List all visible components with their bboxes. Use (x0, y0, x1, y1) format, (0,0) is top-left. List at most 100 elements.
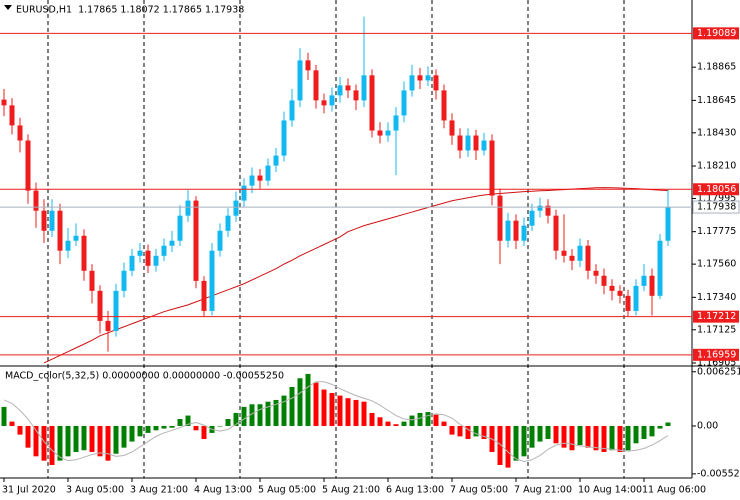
candle-body (585, 245, 591, 271)
histogram-bar (369, 412, 375, 426)
histogram-bar (385, 421, 391, 426)
histogram-bar (377, 417, 383, 426)
candle-body (41, 210, 47, 231)
candle-body (433, 75, 439, 91)
histogram-bar (241, 406, 247, 426)
candle-body (545, 205, 551, 216)
candle-body (129, 255, 135, 271)
candle-body (401, 90, 407, 116)
candle-body (65, 240, 71, 251)
candle-body (617, 290, 623, 296)
histogram-bar (25, 425, 31, 448)
candle-body (137, 250, 143, 256)
histogram-bar (593, 425, 599, 451)
y-tick-label: 1.16905 (697, 357, 736, 368)
candle-body (345, 85, 351, 91)
candle-body (217, 230, 223, 251)
candle-body (441, 90, 447, 121)
candle-body (121, 270, 127, 291)
histogram-bar (577, 425, 583, 446)
symbol-icon (4, 5, 12, 10)
histogram-bar (225, 419, 231, 426)
x-tick-label: 11 Aug 06:00 (642, 485, 706, 496)
candle-body (81, 235, 87, 271)
histogram-bar (305, 373, 311, 426)
x-tick-label: 5 Aug 21:00 (322, 485, 380, 496)
histogram-bar (97, 425, 103, 457)
candle-body (393, 115, 399, 131)
y-tick-label: 1.17340 (697, 292, 736, 303)
histogram-bar (441, 421, 447, 426)
level-box (693, 183, 739, 196)
histogram-bar (185, 415, 191, 426)
x-tick-label: 5 Aug 05:00 (258, 485, 316, 496)
histogram-bar (409, 415, 415, 426)
histogram-bar (641, 425, 647, 439)
histogram-bar (193, 425, 199, 431)
candle-body (97, 290, 103, 321)
histogram-bar (33, 425, 39, 457)
y-tick-label: 1.17775 (697, 226, 736, 237)
level-label: 1.18056 (697, 184, 736, 195)
candle-body (313, 70, 319, 101)
histogram-bar (49, 425, 55, 465)
level-box (693, 27, 739, 40)
histogram-bar (297, 378, 303, 426)
histogram-bar (9, 421, 15, 426)
signal-line (3, 381, 669, 463)
y-tick-label: 1.17560 (697, 259, 736, 270)
histogram-bar (329, 393, 335, 426)
histogram-bar (561, 425, 567, 448)
histogram-bar (425, 412, 431, 426)
candle-body (161, 245, 167, 256)
y-tick-label: 1.18645 (697, 95, 736, 106)
candle-body (265, 165, 271, 181)
histogram-bar (105, 425, 111, 461)
candle-body (641, 275, 647, 286)
histogram-bar (153, 425, 159, 431)
candle-body (417, 75, 423, 81)
level-label: 1.19089 (697, 28, 736, 39)
candle-body (353, 90, 359, 101)
candle-body (505, 220, 511, 241)
histogram-bar (465, 425, 471, 439)
candle-body (361, 75, 367, 101)
histogram-bar (361, 401, 367, 426)
histogram-bar (545, 425, 551, 439)
histogram-bar (353, 399, 359, 426)
candle-body (513, 220, 519, 241)
candle-body (1, 99, 7, 106)
candle-body (49, 210, 55, 231)
histogram-bar (65, 425, 71, 457)
y-tick-label: 1.18430 (697, 127, 736, 138)
histogram-bar (537, 425, 543, 442)
histogram-bar (481, 425, 487, 439)
histogram-bar (401, 421, 407, 426)
histogram-bar (609, 425, 615, 451)
candle-body (297, 60, 303, 101)
histogram-bar (665, 422, 671, 426)
histogram-bar (601, 425, 607, 452)
candle-body (105, 320, 111, 331)
x-tick-label: 10 Aug 14:00 (578, 485, 642, 496)
current-price-box (692, 200, 740, 214)
x-tick-label: 4 Aug 13:00 (194, 485, 252, 496)
candle-body (561, 250, 567, 256)
histogram-bar (289, 386, 295, 426)
candle-body (337, 85, 343, 96)
current-price-label: 1.17938 (697, 202, 736, 213)
candle-body (57, 210, 63, 251)
y-tick-label: 1.17125 (697, 324, 736, 335)
candle-body (481, 140, 487, 151)
candle-body (257, 175, 263, 181)
candle-body (113, 290, 119, 331)
y-tick-label: 1.17995 (697, 193, 736, 204)
x-tick-label: 7 Aug 21:00 (514, 485, 572, 496)
x-tick-label: 3 Aug 21:00 (130, 485, 188, 496)
histogram-bar (585, 425, 591, 448)
histogram-bar (513, 425, 519, 461)
candle-body (369, 75, 375, 131)
y-tick-label: 0.00 (697, 420, 718, 431)
candle-body (625, 295, 631, 311)
